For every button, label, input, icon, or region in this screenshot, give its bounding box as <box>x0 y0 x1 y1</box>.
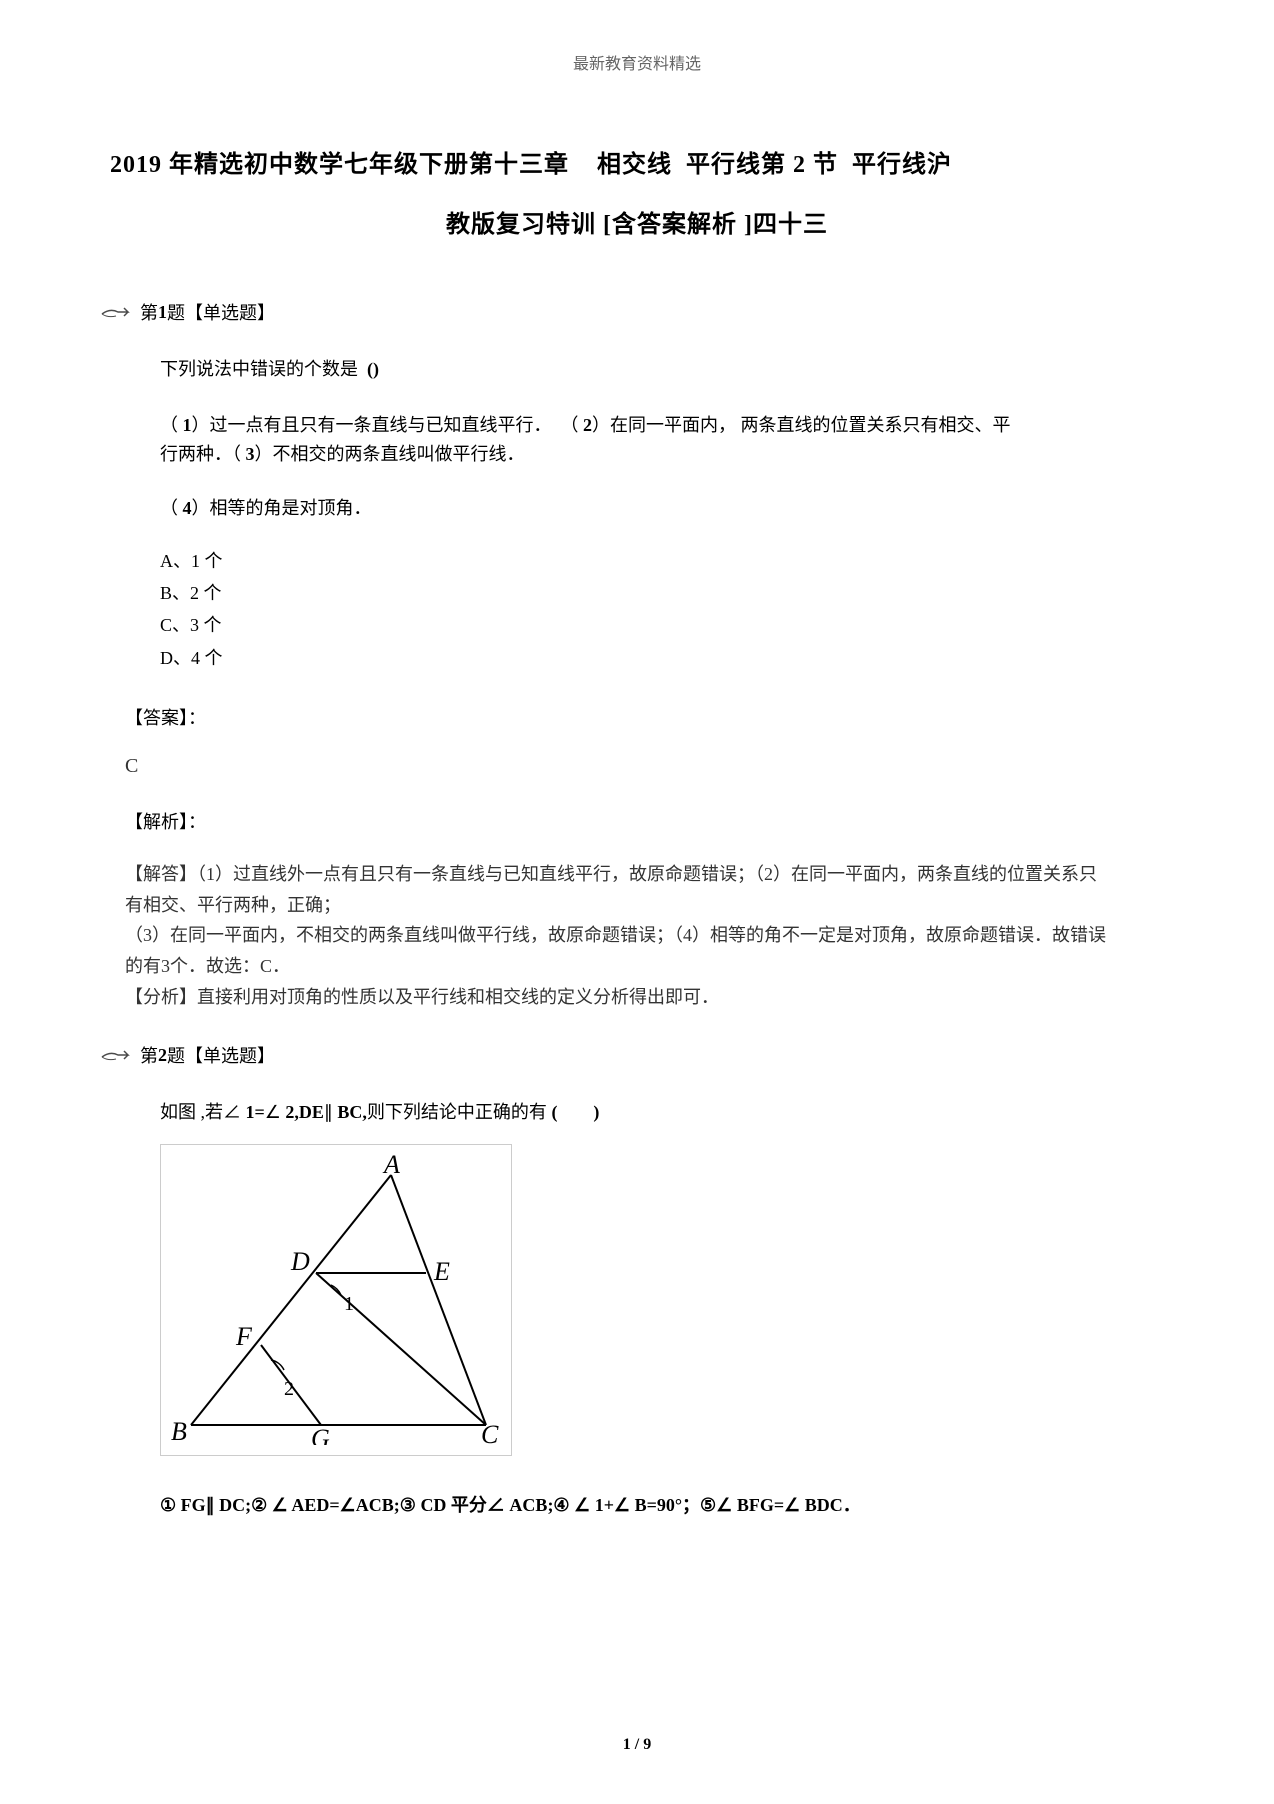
analysis-line4: 的有3个．故选：C． <box>125 951 1149 982</box>
label-A: A <box>382 1155 400 1179</box>
analysis-line2: 有相交、平行两种，正确； <box>125 890 1149 921</box>
q2-type: 题【单选题】 <box>167 1042 275 1068</box>
option-b: B、2 个 <box>160 577 1174 609</box>
page-sep: / <box>631 1736 643 1753</box>
line-AC <box>391 1175 486 1425</box>
q2-prompt: 如图 ,若∠ 1=∠ 2,DE∥ BC,则下列结论中正确的有 ( ) <box>160 1098 1174 1124</box>
option-a: A、1 个 <box>160 545 1174 577</box>
q1-statement-4: （ 4）相等的角是对顶角． <box>160 494 1174 520</box>
label-B: B <box>171 1417 187 1445</box>
q1-s3-num: 3 <box>246 444 255 464</box>
title2-p5: 四十三 <box>753 212 828 238</box>
q1-s1-text: ）过一点有且只有一条直线与已知直线平行． <box>192 415 552 435</box>
label-C: C <box>481 1420 499 1445</box>
header-text: 最新教育资料精选 <box>573 56 701 73</box>
q1-options: A、1 个 B、2 个 C、3 个 D、4 个 <box>160 545 1174 675</box>
q2-text: 则下列结论中正确的有 <box>367 1102 547 1122</box>
title-p4: 平行线第 <box>686 152 786 178</box>
triangle-figure: A B C D E F G 1 2 <box>160 1144 512 1456</box>
title-p3: 相交线 <box>597 152 672 178</box>
page-current: 1 <box>623 1736 631 1753</box>
q2-paren: ( ) <box>547 1102 600 1122</box>
content: 2019 年精选初中数学七年级下册第十三章 相交线 平行线第 2 节 平行线沪 … <box>0 144 1274 1517</box>
title-p7: 平行线沪 <box>852 152 952 178</box>
q1-answer-label: 【答案】： <box>125 704 1174 730</box>
q1-num: 1 <box>158 302 167 323</box>
label-E: E <box>433 1257 450 1286</box>
q1-answer: C <box>125 755 1174 778</box>
option-c: C、3 个 <box>160 609 1174 641</box>
q1-s3-pre: 行两种．（ <box>160 444 246 464</box>
question-2-header: 第 2 题【单选题】 <box>100 1042 1174 1068</box>
title-year: 2019 <box>110 152 169 178</box>
q1-s4-pre: （ <box>160 498 183 518</box>
title2-p4: ] <box>737 212 753 238</box>
page-header: 最新教育资料精选 <box>0 0 1274 74</box>
title2-p3: 含答案解析 <box>612 212 737 238</box>
q1-s3-text: ）不相交的两条直线叫做平行线． <box>255 444 525 464</box>
q2-num-pre: 第 <box>140 1042 158 1068</box>
q1-s2-text2: 两条直线的位置关系只有相交、平 <box>741 415 1011 435</box>
q1-s2-num: 2 <box>583 415 592 435</box>
q2-pre: 如图 ,若∠ <box>160 1102 246 1122</box>
label-2: 2 <box>284 1378 294 1400</box>
analysis-line5: 【分析】直接利用对顶角的性质以及平行线和相交线的定义分析得出即可． <box>125 982 1149 1013</box>
q2-conclusions: ① FG∥ DC;② ∠ AED=∠ACB;③ CD 平分∠ ACB;④ ∠ 1… <box>160 1491 1174 1517</box>
label-D: D <box>290 1247 310 1276</box>
title2-p1: 教版复习特训 <box>446 212 596 238</box>
q1-s1-pre: （ <box>160 415 183 435</box>
label-G: G <box>311 1424 330 1445</box>
title-line-1: 2019 年精选初中数学七年级下册第十三章 相交线 平行线第 2 节 平行线沪 <box>100 144 1174 179</box>
title-p5: 2 <box>786 152 813 178</box>
q1-prompt: 下列说法中错误的个数是 () <box>160 355 1174 381</box>
line-DC <box>316 1273 486 1425</box>
label-F: F <box>235 1322 253 1351</box>
label-1: 1 <box>344 1293 354 1315</box>
title-p6: 节 <box>813 152 838 178</box>
title-p2: 年精选初中数学七年级下册第十三章 <box>169 152 569 178</box>
question-1-header: 第 1 题【单选题】 <box>100 299 1174 325</box>
page-footer: 1 / 9 <box>0 1736 1274 1754</box>
q1-s4-num: 4 <box>183 498 192 518</box>
q1-statements: （ 1）过一点有且只有一条直线与已知直线平行． （ 2）在同一平面内， 两条直线… <box>160 411 1174 469</box>
q1-s1-num: 1 <box>183 415 192 435</box>
q2-mid: ∠ <box>265 1102 286 1122</box>
q1-s2-text: ）在同一平面内， <box>592 415 736 435</box>
q1-paren: () <box>367 359 379 379</box>
q1-prompt-text: 下列说法中错误的个数是 <box>160 359 358 379</box>
q1-analysis: 【解答】（1）过直线外一点有且只有一条直线与已知直线平行，故原命题错误；（2）在… <box>125 859 1149 1012</box>
q2-par: ∥ <box>324 1102 333 1122</box>
q2-b2: 2,DE <box>285 1102 324 1122</box>
q1-s4-text: ）相等的角是对顶角． <box>192 498 372 518</box>
title-line-2: 教版复习特训 [含答案解析 ]四十三 <box>100 204 1174 239</box>
q2-num: 2 <box>158 1045 167 1066</box>
q1-num-pre: 第 <box>140 299 158 325</box>
pointer-icon <box>100 304 130 320</box>
q1-type: 题【单选题】 <box>167 299 275 325</box>
option-d: D、4 个 <box>160 642 1174 674</box>
q1-analysis-label: 【解析】： <box>125 808 1174 834</box>
analysis-line1: 【解答】（1）过直线外一点有且只有一条直线与已知直线平行，故原命题错误；（2）在… <box>125 859 1149 890</box>
analysis-line3: （3）在同一平面内，不相交的两条直线叫做平行线，故原命题错误；（4）相等的角不一… <box>125 920 1149 951</box>
q2-b1: 1= <box>246 1102 265 1122</box>
q2-b3: BC, <box>333 1102 367 1122</box>
pointer-icon <box>100 1047 130 1063</box>
title2-p2: [ <box>596 212 612 238</box>
q1-s2-pre: （ <box>561 415 584 435</box>
page-total: 9 <box>643 1736 651 1753</box>
